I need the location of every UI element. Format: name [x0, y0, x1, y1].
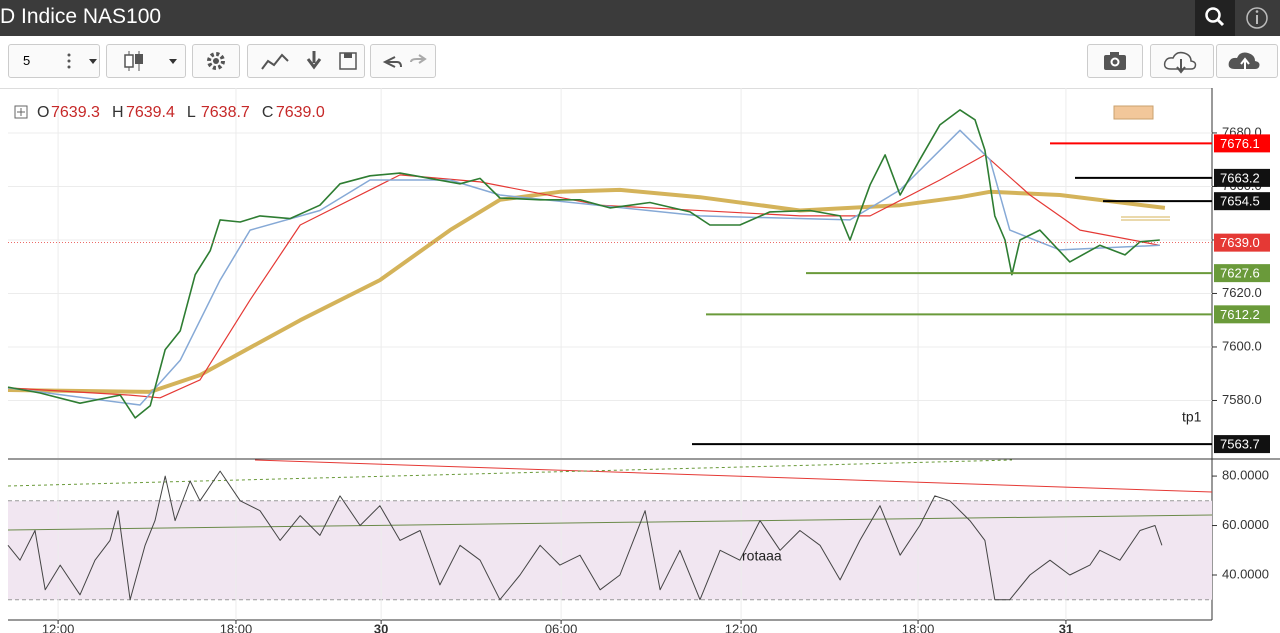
- trendline: [7, 514, 1213, 531]
- x-tick-label: 31: [1059, 621, 1073, 633]
- annotation: rotaaa: [742, 548, 782, 564]
- y-tick-label: 7600.0: [1222, 338, 1262, 353]
- interval-select[interactable]: 5: [8, 44, 100, 78]
- price-tag: [1214, 192, 1270, 211]
- ohlc-legend: [14, 105, 28, 119]
- price-tag: [1214, 134, 1270, 153]
- y-tick-label: 80.0000: [1222, 468, 1269, 483]
- cloud-upload-icon: [1228, 52, 1260, 71]
- cloud-download-icon: [1163, 51, 1197, 74]
- search-icon: [1216, 18, 1225, 27]
- rsi-band: [8, 500, 1212, 600]
- trendline: [7, 459, 1013, 487]
- toolbar: 5: [0, 36, 1280, 89]
- price-tag-label: 7563.7: [1220, 437, 1260, 452]
- series-line: [7, 154, 1160, 399]
- chart-type-button[interactable]: [106, 44, 186, 78]
- undo-redo-icons: [382, 54, 427, 68]
- price-tag-label: 7654.5: [1220, 194, 1260, 209]
- x-tick-label: 18:00: [902, 621, 935, 633]
- series-line: [7, 109, 1160, 419]
- indicator-icons: [261, 51, 357, 70]
- interval: 5: [23, 53, 31, 68]
- y-tick-label: 7620.0: [1222, 285, 1262, 300]
- info-icon: [1255, 10, 1259, 13]
- camera-icon: [1104, 52, 1126, 70]
- ohlc-key: O: [37, 104, 49, 121]
- chart: 7580.07600.07620.07640.07660.07680.07676…: [7, 88, 1280, 633]
- price-tag: [1214, 435, 1270, 454]
- series-line: [7, 129, 1160, 406]
- price-tag: [1214, 233, 1270, 252]
- screenshot-button[interactable]: [1087, 44, 1143, 78]
- x-tick-label: 12:00: [725, 621, 758, 633]
- ohlc-value: 7639.3: [51, 104, 100, 121]
- x-tick-label: 30: [374, 621, 388, 633]
- undo-redo-buttons[interactable]: [370, 44, 436, 78]
- x-tick-label: 18:00: [220, 621, 253, 633]
- trendline: [254, 459, 1213, 493]
- y-tick-label: 7580.0: [1222, 392, 1262, 407]
- info-button[interactable]: [1246, 7, 1268, 29]
- ohlc-value: 7639.0: [276, 104, 325, 121]
- title: D Indice NAS100: [0, 5, 162, 28]
- top-bar: D Indice NAS100: [0, 0, 1280, 36]
- price-tag: [1214, 264, 1270, 283]
- price-tag-label: 7627.6: [1220, 266, 1260, 281]
- search-icon: [1205, 7, 1221, 23]
- search-button[interactable]: [1195, 0, 1235, 36]
- series-line: [7, 187, 1166, 394]
- ohlc-key: H: [112, 104, 124, 121]
- ohlc-key: C: [262, 104, 274, 121]
- y-tick-label: 40.0000: [1222, 566, 1269, 581]
- indicator-buttons[interactable]: [247, 44, 365, 78]
- y-tick-label: 60.0000: [1222, 517, 1269, 532]
- gear-icon: [207, 52, 225, 70]
- interval-icons: [67, 53, 97, 69]
- price-tag-label: 7676.1: [1220, 136, 1260, 151]
- header-icons: [1195, 0, 1268, 36]
- annotation: tp1: [1182, 409, 1202, 425]
- price-tag-label: 7663.2: [1220, 170, 1260, 185]
- price-tag-label: 7639.0: [1220, 235, 1260, 250]
- price-tag: [1214, 305, 1270, 324]
- x-tick-label: 06:00: [545, 621, 578, 633]
- drawing-marker: [1113, 105, 1154, 120]
- ohlc-value: 7639.4: [126, 104, 175, 121]
- price-tag: [1214, 168, 1270, 187]
- series-line: [7, 470, 1163, 601]
- ohlc-key: L: [187, 104, 196, 121]
- x-tick-label: 12:00: [42, 621, 75, 633]
- download-button[interactable]: [1150, 44, 1214, 78]
- price-tag-label: 7612.2: [1220, 307, 1260, 322]
- upload-button[interactable]: [1216, 44, 1278, 78]
- ohlc-value: 7638.7: [201, 104, 250, 121]
- candle-icon: [124, 51, 177, 71]
- settings-button[interactable]: [192, 44, 240, 78]
